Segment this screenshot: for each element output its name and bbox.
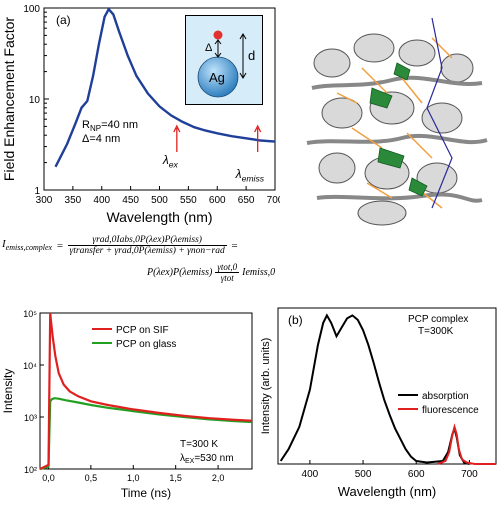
x-tick-label: 550 (180, 195, 197, 206)
arrow-head (173, 124, 181, 133)
lambda-ex-label: λex (162, 153, 179, 170)
sif-decay-curve (39, 312, 253, 470)
arrow-head (254, 124, 262, 133)
eq-fraction-2: γtot,0 γtot (215, 262, 240, 283)
y-axis-label: Intensity (arb. units) (260, 338, 272, 435)
y-axis-label: Intensity (1, 369, 15, 414)
x-tick-label: 450 (122, 195, 139, 206)
x-tick-label: 650 (238, 195, 255, 206)
inset-d-label: d (248, 48, 255, 63)
x-tick-label: 500 (355, 469, 372, 480)
eq-numerator-1: γrad,0Iabs,0P(λex)P(λemiss) (67, 235, 227, 246)
delta-annotation: Δ=4 nm (82, 133, 120, 145)
x-tick-label: 400 (93, 195, 110, 206)
glass-decay-curve (39, 397, 253, 471)
x-axis-label: Time (ns) (121, 486, 171, 500)
x-tick-label: 400 (302, 469, 319, 480)
eq-fraction-1: γrad,0Iabs,0P(λex)P(λemiss) γtransfer + … (67, 235, 227, 256)
x-tick-label: 1,0 (127, 473, 140, 483)
eq-term-a: P(λex)P(λemiss) (147, 267, 213, 278)
protein-structure-image (292, 8, 497, 230)
y-tick-label: 10⁵ (23, 309, 37, 319)
excitation-note: λEX=530 nm (180, 453, 234, 465)
absorption-curve (279, 313, 470, 465)
legend-absorption-label: absorption (422, 391, 469, 402)
plot-frame (277, 307, 497, 465)
legend-sif-label: PCP on SIF (116, 325, 169, 336)
x-axis-label: Wavelength (nm) (338, 484, 437, 499)
eq-denominator-1: γtransfer + γrad,0P(λemiss) + γnon−rad (69, 246, 225, 256)
x-tick-label: 500 (151, 195, 168, 206)
fluorescence-curve (437, 423, 496, 465)
x-tick-label: 300 (36, 195, 53, 206)
panel-c-chart: 0,0 0,5 1,0 1,5 2,0 10² 10³ 10⁴ 10⁵ PCP on SIF PCP… (0, 305, 260, 500)
panel-b-chart: 400 500 600 700 (b) PCP complex T=300K absorpti… (258, 300, 500, 500)
inset-ag-label: Ag (209, 70, 225, 85)
x-tick-label: 600 (209, 195, 226, 206)
x-tick-label: 0,5 (85, 473, 98, 483)
y-tick-label: 10³ (24, 413, 37, 423)
y-tick-label: 10 (29, 95, 41, 106)
x-tick-label: 1,5 (169, 473, 182, 483)
temperature-note: T=300 K (180, 439, 218, 450)
molecule-dot (213, 30, 223, 40)
emission-equation: Iemiss,complex = γrad,0Iabs,0P(λex)P(λem… (2, 235, 276, 283)
plot-frame (39, 312, 253, 470)
inset-diagram: Δ d Ag (185, 15, 263, 105)
legend-fluorescence-label: fluorescence (422, 405, 479, 416)
panel-b-title: PCP complex (408, 314, 468, 325)
y-tick-label: 1 (34, 186, 40, 197)
panel-a-chart: 300 350 400 450 500 550 600 650 700 1 10 100 λex λemi… (0, 0, 284, 230)
x-axis-label: Wavelength (nm) (106, 209, 212, 225)
decay-chart-svg: 0,0 0,5 1,0 1,5 2,0 10² 10³ 10⁴ 10⁵ PCP on SIF PCP… (1, 309, 253, 500)
inset-delta-label: Δ (205, 42, 213, 54)
x-tick-label: 600 (408, 469, 425, 480)
eq-lhs: Iemiss,complex (2, 238, 53, 253)
x-tick-label: 350 (65, 195, 82, 206)
y-tick-label: 10⁴ (23, 361, 37, 371)
legend-glass-label: PCP on glass (116, 339, 176, 350)
x-tick-label: 700 (461, 469, 478, 480)
y-tick-label: 100 (23, 4, 40, 15)
panel-b-temperature: T=300K (418, 326, 454, 337)
x-tick-label: 2,0 (212, 473, 225, 483)
lambda-emiss-label: λemiss (235, 167, 265, 184)
y-tick-label: 10² (24, 465, 37, 475)
particle-inset: Δ d Ag (185, 15, 263, 105)
panel-b-label: (b) (288, 313, 303, 327)
eq-term-b: Iemiss,0 (242, 267, 276, 278)
radius-annotation: RNP=40 nm (82, 119, 138, 133)
enhancement-curve (54, 7, 276, 168)
enhancement-chart-svg: 300 350 400 450 500 550 600 650 700 1 10 100 λex λemi… (1, 4, 284, 225)
x-tick-label: 0,0 (42, 473, 55, 483)
x-tick-label: 700 (267, 195, 280, 206)
panel-a-label: (a) (56, 13, 71, 27)
y-axis-label: Field Enhancement Factor (1, 17, 17, 182)
